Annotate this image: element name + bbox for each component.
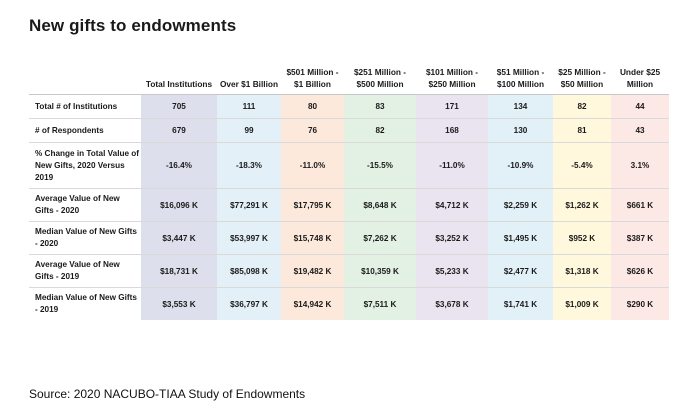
row-label: Median Value of New Gifts - 2020 (29, 221, 141, 255)
table-cell: $2,477 K (488, 254, 553, 288)
table-cell: 43 (611, 118, 669, 143)
row-label: Average Value of New Gifts - 2019 (29, 254, 141, 288)
table-cell: -16.4% (141, 142, 217, 189)
table-cell: 99 (217, 118, 281, 143)
column-header-25m-50m: $25 Million - $50 Million (553, 52, 611, 95)
table-cell: 76 (281, 118, 344, 143)
chart-title: New gifts to endowments (29, 16, 237, 35)
column-header-101m-250m: $101 Million - $250 Million (416, 52, 488, 95)
table-cell: $19,482 K (281, 254, 344, 288)
source-note: Source: 2020 NACUBO-TIAA Study of Endowm… (29, 387, 306, 401)
table-cell: 171 (416, 94, 488, 119)
column-header-501m-1b: $501 Million - $1 Billion (281, 52, 344, 95)
column-header-251m-500m: $251 Million - $500 Million (344, 52, 416, 95)
table-cell: $1,318 K (553, 254, 611, 288)
column-header-total: Total Institutions (141, 52, 217, 95)
table-cell: $4,712 K (416, 188, 488, 222)
table-cell: $1,495 K (488, 221, 553, 255)
table-cell: $7,511 K (344, 287, 416, 320)
table-cell: $15,748 K (281, 221, 344, 255)
row-label: Average Value of New Gifts - 2020 (29, 188, 141, 222)
table-cell: $3,553 K (141, 287, 217, 320)
table-cell: 130 (488, 118, 553, 143)
column-header-over-1-billion: Over $1 Billion (217, 52, 281, 95)
table-cell: $17,795 K (281, 188, 344, 222)
table-cell: $5,233 K (416, 254, 488, 288)
table-cell: $18,731 K (141, 254, 217, 288)
row-label: % Change in Total Value of New Gifts, 20… (29, 142, 141, 189)
table-cell: $3,678 K (416, 287, 488, 320)
table-cell: -10.9% (488, 142, 553, 189)
table-row: Median Value of New Gifts - 2020 $3,447 K… (29, 221, 669, 255)
table-cell: -11.0% (281, 142, 344, 189)
table-cell: $16,096 K (141, 188, 217, 222)
table-cell: $10,359 K (344, 254, 416, 288)
table-cell: $387 K (611, 221, 669, 255)
table-cell: -11.0% (416, 142, 488, 189)
table-cell: 679 (141, 118, 217, 143)
table-cell: 705 (141, 94, 217, 119)
table-row: # of Respondents 679 99 76 82 168 130 81 43 (29, 118, 669, 143)
table-cell: $53,997 K (217, 221, 281, 255)
table-cell: 82 (344, 118, 416, 143)
table-cell: $77,291 K (217, 188, 281, 222)
table-cell: $661 K (611, 188, 669, 222)
table-cell: 3.1% (611, 142, 669, 189)
table-row: Average Value of New Gifts - 2020 $16,096… (29, 188, 669, 222)
table-cell: $290 K (611, 287, 669, 320)
table-cell: $3,447 K (141, 221, 217, 255)
column-header-51m-100m: $51 Million - $100 Million (488, 52, 553, 95)
table-row: % Change in Total Value of New Gifts, 20… (29, 142, 669, 189)
table-cell: $3,252 K (416, 221, 488, 255)
table-cell: 83 (344, 94, 416, 119)
table-cell: $36,797 K (217, 287, 281, 320)
table-cell: 134 (488, 94, 553, 119)
row-label: Median Value of New Gifts - 2019 (29, 287, 141, 320)
table-cell: $2,259 K (488, 188, 553, 222)
table-row: Average Value of New Gifts - 2019 $18,731… (29, 254, 669, 288)
table-cell: -5.4% (553, 142, 611, 189)
table-body: Total # of Institutions 705 111 80 83 171 134 8… (29, 94, 669, 320)
table-cell: 111 (217, 94, 281, 119)
column-header-under-25m: Under $25 Million (611, 52, 669, 95)
endowment-gifts-table-container: Total Institutions Over $1 Billion $501 … (29, 52, 669, 324)
row-label: Total # of Institutions (29, 94, 141, 119)
table-cell: $7,262 K (344, 221, 416, 255)
table-row: Median Value of New Gifts - 2019 $3,553 K… (29, 287, 669, 320)
table-cell: $952 K (553, 221, 611, 255)
table-cell: 82 (553, 94, 611, 119)
header-row: Total Institutions Over $1 Billion $501 … (29, 52, 669, 95)
row-label-header (29, 52, 141, 95)
table-cell: $14,942 K (281, 287, 344, 320)
table-cell: -18.3% (217, 142, 281, 189)
table-cell: $8,648 K (344, 188, 416, 222)
endowment-gifts-table: Total Institutions Over $1 Billion $501 … (29, 52, 669, 320)
table-cell: $85,098 K (217, 254, 281, 288)
table-cell: $1,741 K (488, 287, 553, 320)
table-cell: 44 (611, 94, 669, 119)
table-cell: 168 (416, 118, 488, 143)
table-cell: $1,262 K (553, 188, 611, 222)
table-cell: $1,009 K (553, 287, 611, 320)
table-cell: 80 (281, 94, 344, 119)
table-cell: -15.5% (344, 142, 416, 189)
table-row: Total # of Institutions 705 111 80 83 171 134 8… (29, 94, 669, 119)
table-cell: 81 (553, 118, 611, 143)
row-label: # of Respondents (29, 118, 141, 143)
table-cell: $626 K (611, 254, 669, 288)
